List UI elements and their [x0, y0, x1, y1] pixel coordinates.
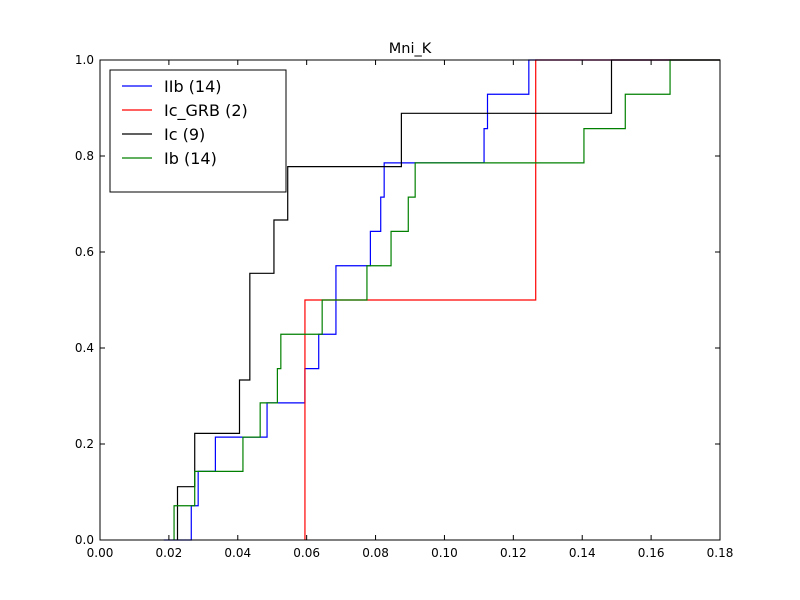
- legend-label-3: Ib (14): [164, 149, 217, 168]
- y-tick-label-5: 1.0: [75, 53, 94, 67]
- legend: IIb (14) Ic_GRB (2) Ic (9) Ib (14): [109, 69, 287, 193]
- x-tick-label-2: 0.04: [224, 546, 251, 560]
- series-line-2: [176, 59, 720, 540]
- legend-label-0: IIb (14): [164, 77, 222, 96]
- y-tick-label-3: 0.6: [75, 245, 94, 259]
- x-tick-label-1: 0.02: [156, 546, 183, 560]
- series-line-3: [173, 59, 720, 540]
- axes-layer: 0.00 0.02 0.04 0.06 0.08 0.10 0.12 0.14 0.16 0.18…: [75, 53, 733, 560]
- y-tick-label-1: 0.2: [75, 437, 94, 451]
- y-tick-label-4: 0.8: [75, 149, 94, 163]
- legend-label-2: Ic (9): [164, 125, 205, 144]
- chart-title: Mni_K: [389, 41, 432, 57]
- x-tick-label-7: 0.14: [569, 546, 596, 560]
- x-tick-label-9: 0.18: [707, 546, 734, 560]
- x-tick-label-6: 0.12: [500, 546, 527, 560]
- x-tick-label-5: 0.10: [431, 546, 458, 560]
- legend-box: [109, 69, 287, 193]
- x-tick-label-0: 0.00: [87, 546, 114, 560]
- x-tick-label-3: 0.06: [293, 546, 320, 560]
- y-tick-label-0: 0.0: [75, 533, 94, 547]
- plot-frame: [99, 59, 721, 541]
- x-tick-label-8: 0.16: [638, 546, 665, 560]
- legend-label-1: Ic_GRB (2): [164, 101, 248, 121]
- y-tick-label-2: 0.4: [75, 341, 94, 355]
- x-tick-label-4: 0.08: [362, 546, 389, 560]
